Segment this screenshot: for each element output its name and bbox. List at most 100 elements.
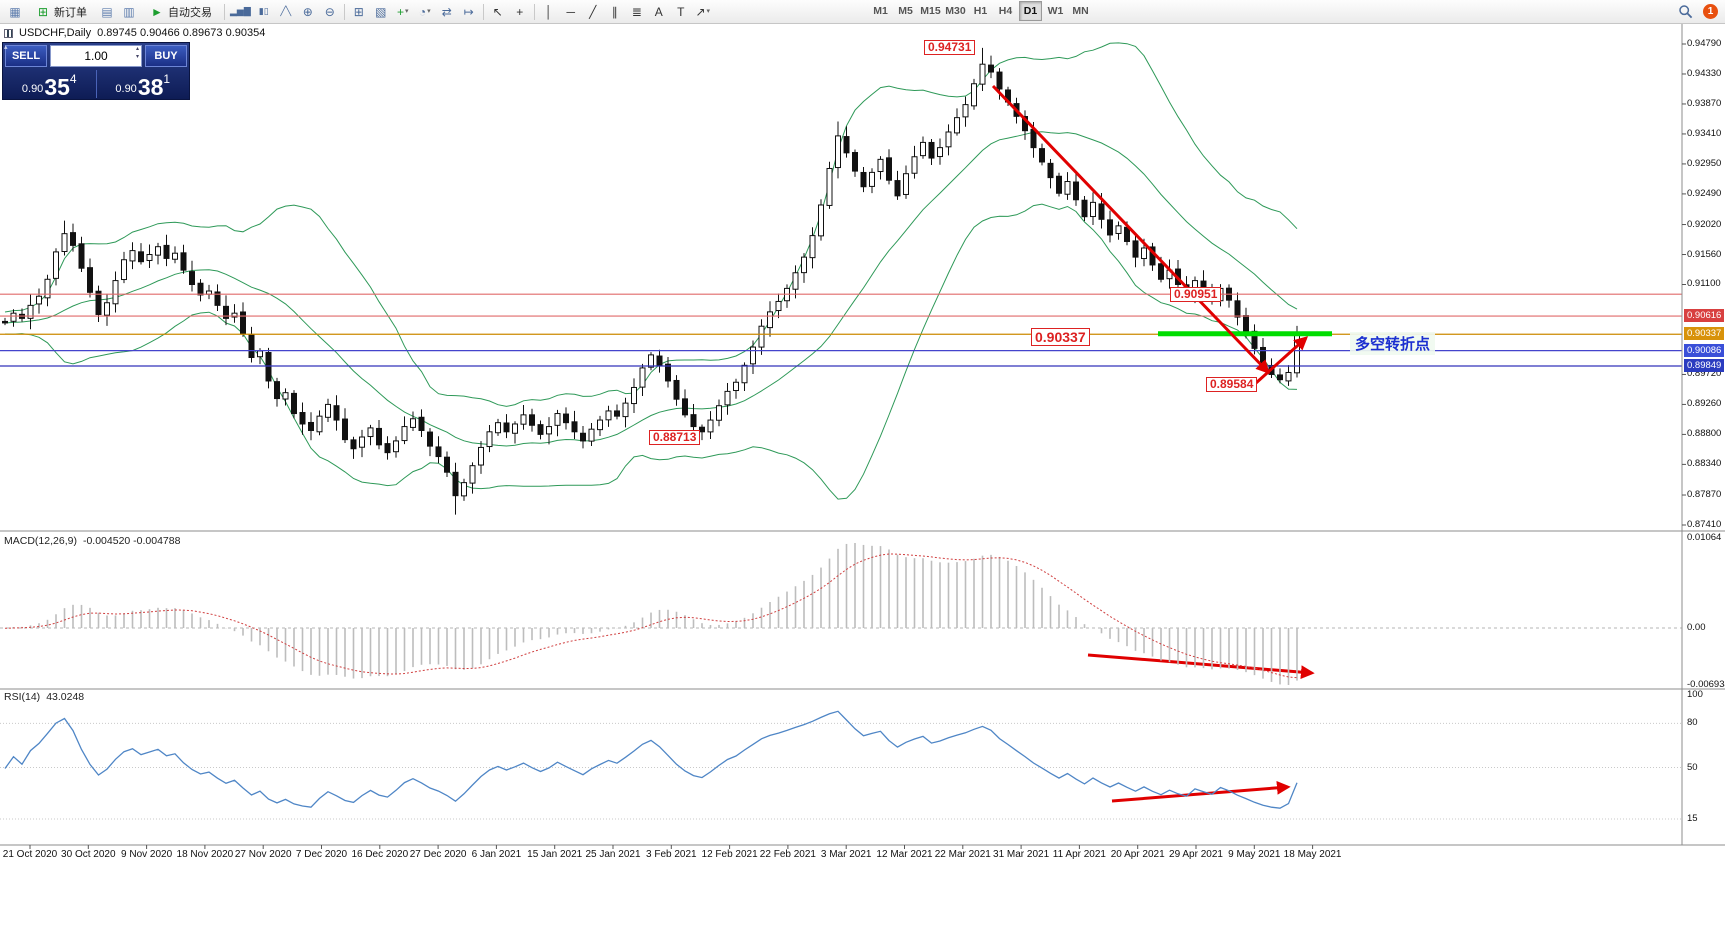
new-order-button[interactable]: ⊞ 新订单 [28,2,94,22]
label-icon[interactable]: T [677,4,685,19]
date-label: 25 Jan 2021 [585,849,641,860]
price-annotation[interactable]: 0.89584 [1206,377,1258,392]
trend-arrow [1254,336,1309,385]
profiles-icon[interactable]: ▥ [123,4,135,19]
date-label: 27 Dec 2020 [409,849,467,860]
price-axis-label: 0.91100 [1687,278,1721,290]
fibonacci-icon[interactable]: ≣ [631,4,642,19]
price-annotation[interactable]: 0.88713 [649,430,701,445]
timeframe-m1[interactable]: M1 [873,5,888,17]
candle-chart-icon[interactable]: ▮▯ [258,6,269,16]
price-axis-label: 0.94790 [1687,38,1722,49]
bid-prefix: 0.90 [21,83,44,95]
sell-button[interactable]: SELL [5,45,47,67]
chart-window-icon[interactable]: ▦ [9,4,21,19]
add-indicator-icon[interactable]: + ▾ [397,4,409,19]
buy-button[interactable]: BUY [145,45,187,67]
toolbar-separator [482,3,484,20]
timeframe-m5[interactable]: M5 [898,5,913,17]
price-axis-label: 0.87870 [1687,489,1722,501]
timeframe-m15[interactable]: M15 [920,5,941,17]
toolbar-separator [343,3,345,20]
volume-spinner[interactable]: ▴ ▾ [135,46,139,60]
auto-trading-button[interactable]: ► 自动交易 [142,2,219,22]
drawn-objects[interactable] [991,84,1332,803]
macd-signal-line [4,553,1298,679]
ohlc-values: 0.89745 0.90466 0.89673 0.90354 [97,27,266,39]
date-label: 6 Jan 2021 [471,849,522,860]
symbol-chart-icon [4,28,13,38]
date-label: 30 Oct 2020 [61,849,116,860]
symbol-header: USDCHF,Daily 0.89745 0.90466 0.89673 0.9… [4,27,265,39]
auto-scroll-icon[interactable]: ↦ [463,4,474,19]
period-icon[interactable]: ◔ ▾ [418,4,431,19]
timeframe-w1[interactable]: W1 [1047,5,1064,17]
date-label: 18 Nov 2020 [176,849,234,860]
tile-windows-icon[interactable]: ⊞ [353,4,364,19]
date-label: 29 Apr 2021 [1169,849,1223,860]
date-label: 22 Mar 2021 [934,849,991,860]
toolbar-group-cursor: ↖ + [487,2,531,22]
bid-price: 0.90 35 4 [5,69,94,99]
volume-input[interactable]: 1.00 ▴ ▾ [50,45,142,67]
toolbar-separator [533,3,535,20]
bollinger-bands [4,42,1298,500]
date-label: 22 Feb 2021 [759,849,816,860]
notification-badge[interactable]: 1 [1703,4,1718,19]
date-label: 12 Feb 2021 [701,849,758,860]
price-annotation[interactable]: 0.94731 [924,40,976,55]
timeframe-group: M1 M5 M15 M30 H1 H4 D1 W1 MN [868,1,1093,21]
zoom-out-icon[interactable]: ⊖ [324,4,335,19]
vertical-line-icon[interactable]: │ [545,4,553,19]
price-axis-label: 0.92490 [1687,187,1722,199]
price-axis-label: 0.92020 [1687,218,1722,230]
ask-price: 0.90 38 1 [99,69,188,99]
date-label: 7 Dec 2020 [295,849,348,860]
macd-indicator-label: MACD(12,26,9) -0.004520 -0.004788 [4,535,180,547]
line-chart-icon[interactable]: ╱╲ [280,6,292,16]
timeframe-h4[interactable]: H4 [998,5,1013,17]
date-label: 3 Mar 2021 [820,849,872,860]
turning-point-label[interactable]: 多空转折点 [1350,332,1436,355]
ask-prefix: 0.90 [115,83,137,95]
toolbar-group-window: ▦ [4,2,26,22]
arrows-icon[interactable]: ↗ ▾ [695,4,711,19]
trend-arrow [1111,780,1291,803]
macd-values: -0.004520 -0.004788 [82,535,181,547]
toolbar-group-indicators: + ▾ ◔ ▾ ⇄ ↦ [392,2,480,22]
toolbar-separator [224,3,225,20]
toolbar-group-windows: ⊞ ▧ [348,2,392,22]
bid-big-digits: 35 [44,74,70,101]
cursor-icon[interactable]: ↖ [492,4,503,19]
toolbar-group-zoom: ⊕ ⊖ [297,2,341,22]
zoom-in-icon[interactable]: ⊕ [302,4,313,19]
price-axis-label: 0.88340 [1687,458,1722,470]
channel-icon[interactable]: ∥ [611,4,618,19]
crosshair-icon[interactable]: + [516,4,524,19]
cascade-windows-icon[interactable]: ▧ [375,4,387,19]
price-annotation[interactable]: 0.90951 [1170,287,1222,302]
volume-value: 1.00 [84,49,108,63]
timeframe-m30[interactable]: M30 [945,5,966,17]
chart-shift-icon[interactable]: ⇄ [441,4,452,19]
timeframe-mn[interactable]: MN [1072,5,1089,17]
bar-chart-icon[interactable]: ▂▅▇ [230,6,251,16]
timeframe-h1[interactable]: H1 [973,5,988,17]
price-axis-label: 0.91560 [1687,248,1722,260]
horizontal-line-icon[interactable]: ─ [566,4,576,19]
trendline-icon[interactable]: ╱ [589,4,597,19]
rsi-axis-label: 15 [1687,812,1698,824]
new-order-icon: ⊞ [37,4,49,19]
bid-pip-digit: 4 [69,72,77,86]
auto-trading-play-icon: ► [151,4,163,19]
panel-collapse-icon[interactable]: ▴ [4,44,8,51]
ask-pip-digit: 1 [163,72,171,86]
price-badge: 0.90337 [1684,327,1725,341]
text-icon[interactable]: A [654,4,663,19]
date-label: 9 May 2021 [1228,849,1281,860]
timeframe-d1[interactable]: D1 [1019,1,1042,21]
search-icon[interactable] [1676,2,1696,22]
charts-icon[interactable]: ▤ [101,4,113,19]
price-annotation[interactable]: 0.90337 [1031,328,1090,346]
